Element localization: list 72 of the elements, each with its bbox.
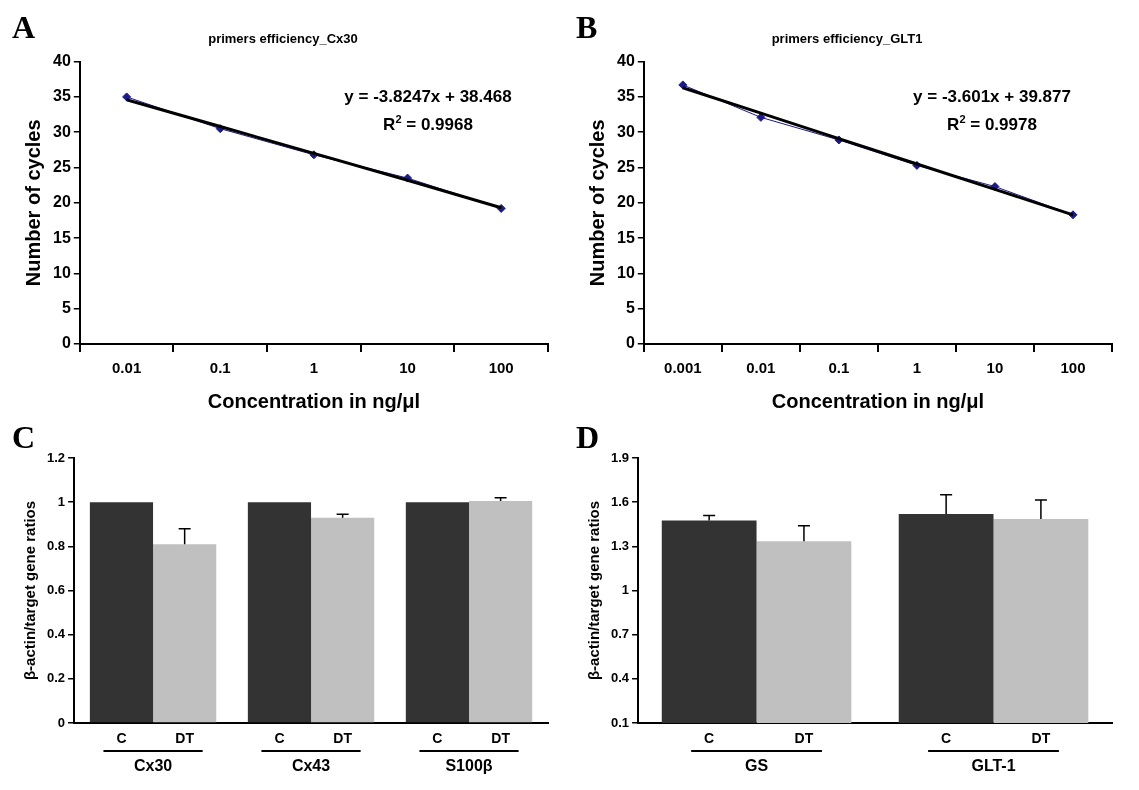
text: C <box>941 730 952 746</box>
x-tick-label: 100 <box>488 359 514 377</box>
text: DT <box>1031 730 1051 746</box>
text: B <box>576 9 598 45</box>
y-tick-label: 20 <box>53 193 71 211</box>
x-tick-label: GS <box>744 757 769 774</box>
y-tick-label: 0.4 <box>610 670 630 686</box>
x-tick-label: Cx30 <box>133 757 173 774</box>
x-tick-label: 0.01 <box>112 359 142 377</box>
x-axis-title: Concentration in ng/μl <box>207 389 421 412</box>
y-tick-label: 10 <box>617 263 635 281</box>
text: A <box>12 9 36 45</box>
y-tick-label: 25 <box>53 157 71 175</box>
x-tick-label: 10 <box>399 359 416 377</box>
y-tick-label: 1 <box>621 582 630 598</box>
chart-title: primers efficiency_GLT1 <box>771 31 923 47</box>
y-axis-title: β-actin/target gene ratios <box>21 500 39 681</box>
y-tick-label: 40 <box>53 52 71 70</box>
y-tick-label: 0.4 <box>46 626 66 642</box>
text: DT <box>491 730 510 746</box>
x-tick-label: 1 <box>912 359 922 377</box>
y-tick-label: 1.3 <box>610 537 630 553</box>
x-tick-label: 1 <box>309 359 319 377</box>
annotation: y = -3.601x + 39.877 <box>913 86 1071 106</box>
y-tick-label: 0 <box>61 334 71 352</box>
y-tick-label: 30 <box>53 122 71 140</box>
y-tick-label: 0.1 <box>610 714 630 730</box>
series-label: C <box>704 730 715 746</box>
text: C <box>432 730 443 746</box>
text: D <box>576 419 600 455</box>
y-tick-label: 35 <box>617 87 635 105</box>
x-tick-label: 0.1 <box>209 359 231 377</box>
y-tick-label: 1.6 <box>610 493 630 509</box>
y-tick-label: 0 <box>57 714 66 730</box>
y-tick-label: 0.2 <box>46 670 66 686</box>
y-axis-title: Number of cycles <box>585 119 608 287</box>
x-tick-label: 10 <box>986 359 1004 377</box>
chart-title: primers efficiency_Cx30 <box>208 31 358 47</box>
y-tick-label: 0.7 <box>610 626 630 642</box>
x-tick-label: Cx43 <box>291 757 331 774</box>
y-tick-label: 5 <box>61 299 71 317</box>
series-label: DT <box>794 730 814 746</box>
x-tick-label: GLT-1 <box>971 757 1016 774</box>
y-tick-label: 35 <box>53 87 71 105</box>
y-tick-label: 15 <box>53 228 71 246</box>
x-tick-label: 100 <box>1060 359 1086 377</box>
y-tick-label: 0 <box>625 334 635 352</box>
y-tick-label: 1 <box>57 493 66 509</box>
y-axis-title: Number of cycles <box>21 119 44 287</box>
y-tick-label: 10 <box>53 263 71 281</box>
y-tick-label: 20 <box>617 193 635 211</box>
y-tick-label: 0.6 <box>46 582 66 598</box>
y-tick-label: 25 <box>617 157 635 175</box>
y-tick-label: 5 <box>625 299 635 317</box>
text: C <box>274 730 285 746</box>
y-tick-label: 15 <box>617 228 635 246</box>
x-tick-label: S100β <box>445 757 493 774</box>
x-axis-title: Concentration in ng/μl <box>771 389 985 412</box>
x-tick-label: 0.001 <box>664 359 702 377</box>
y-tick-label: 0.8 <box>46 537 66 553</box>
x-tick-label: 0.01 <box>746 359 776 377</box>
series-label: C <box>116 730 127 746</box>
y-tick-label: 40 <box>617 52 635 70</box>
y-axis-title: β-actin/target gene ratios <box>585 500 603 681</box>
y-tick-label: 1.2 <box>46 449 66 465</box>
text: DT <box>333 730 352 746</box>
series-label: DT <box>175 730 195 746</box>
annotation: y = -3.8247x + 38.468 <box>344 86 512 106</box>
y-tick-label: 30 <box>617 122 635 140</box>
x-tick-label: 0.1 <box>828 359 850 377</box>
y-tick-label: 1.9 <box>610 449 630 465</box>
text: C <box>12 419 36 455</box>
